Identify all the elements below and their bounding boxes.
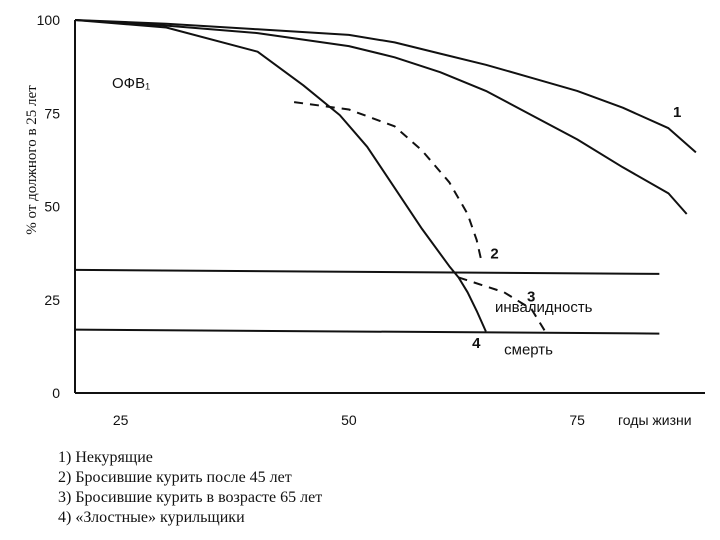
- x-tick-labels: 25 50 75: [113, 412, 585, 428]
- series-number-label: 1: [673, 104, 681, 121]
- fev1-label: ОФВ₁: [112, 75, 150, 92]
- y-tick-label: 50: [44, 199, 60, 215]
- y-tick-label: 0: [52, 385, 60, 401]
- series-number-label: 4: [472, 335, 481, 352]
- threshold-label: инвалидность: [495, 299, 593, 316]
- legend: 1) Некурящие 2) Бросившие курить после 4…: [58, 448, 322, 528]
- axes: [74, 20, 705, 394]
- y-tick-label: 25: [44, 292, 60, 308]
- series-line: [293, 101, 483, 261]
- series-line: [74, 19, 688, 215]
- threshold-line: [74, 268, 660, 275]
- threshold-label: смерть: [504, 342, 553, 359]
- legend-item: 3) Бросившие курить в возрасте 65 лет: [58, 489, 323, 506]
- series-line: [74, 19, 697, 154]
- series-line: [74, 19, 487, 332]
- y-axis-label: % от должного в 25 лет: [24, 85, 40, 235]
- series-number-label: 3: [527, 289, 535, 306]
- threshold-line: [74, 328, 660, 335]
- x-tick-label: 50: [341, 412, 357, 428]
- legend-item: 1) Некурящие: [58, 449, 153, 466]
- series-labels: 1 2 3 4: [472, 104, 681, 352]
- threshold-lines: инвалидность смерть: [74, 268, 660, 359]
- y-tick-label: 75: [44, 105, 60, 121]
- legend-item: 4) «Злостные» курильщики: [58, 509, 245, 526]
- y-tick-label: 100: [37, 12, 61, 28]
- x-axis-label: годы жизни: [618, 412, 692, 428]
- series-line: [458, 276, 547, 333]
- y-tick-labels: 0 25 50 75 100: [37, 12, 61, 401]
- series-group: [74, 19, 697, 333]
- x-tick-label: 75: [569, 412, 585, 428]
- x-tick-label: 25: [113, 412, 129, 428]
- legend-item: 2) Бросившие курить после 45 лет: [58, 469, 292, 486]
- series-number-label: 2: [490, 246, 498, 263]
